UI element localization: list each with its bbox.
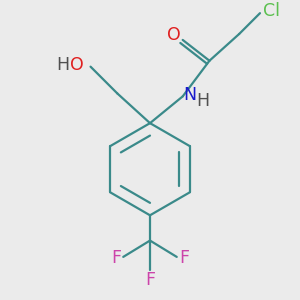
Text: H: H bbox=[196, 92, 209, 110]
Text: F: F bbox=[145, 271, 155, 289]
Text: F: F bbox=[179, 249, 189, 267]
Text: Cl: Cl bbox=[263, 2, 280, 20]
Text: N: N bbox=[184, 86, 197, 104]
Text: O: O bbox=[167, 26, 181, 44]
Text: H: H bbox=[56, 56, 69, 74]
Text: F: F bbox=[111, 249, 121, 267]
Text: O: O bbox=[70, 56, 84, 74]
